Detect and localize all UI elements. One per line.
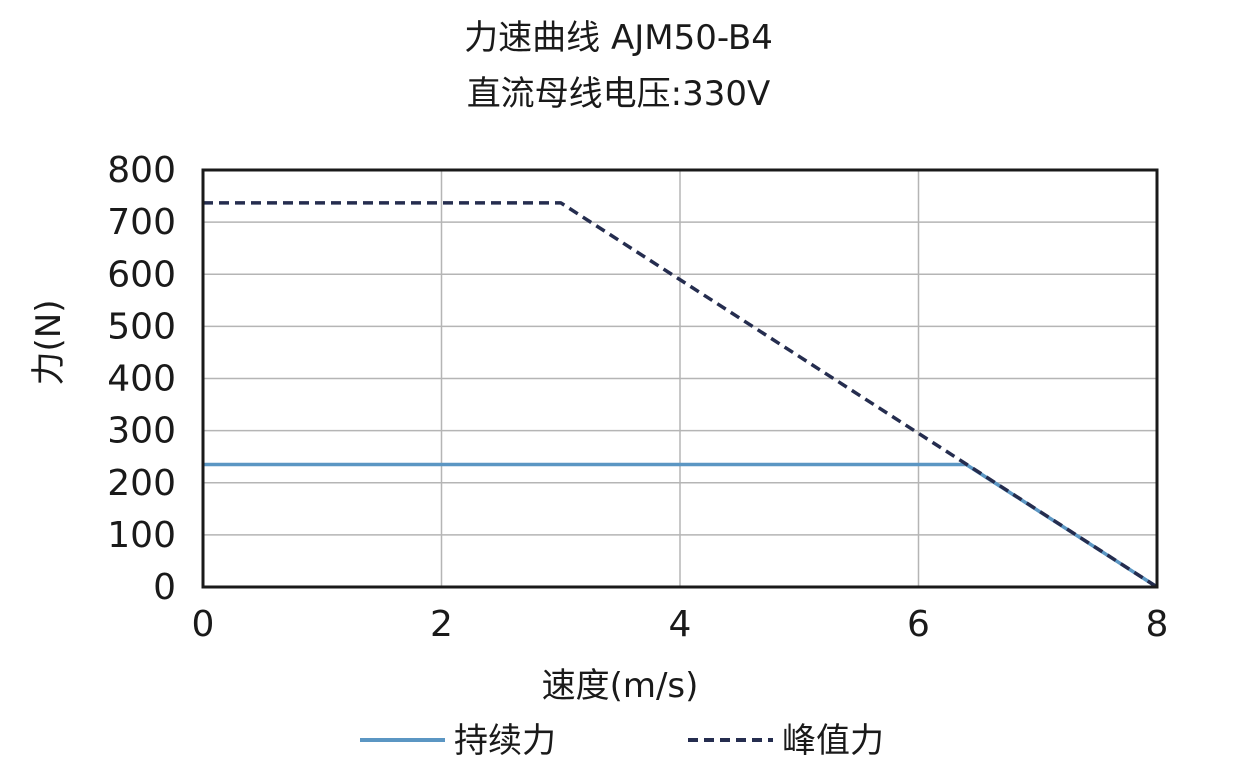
y-tick-label: 700 <box>107 202 176 243</box>
x-tick-label: 6 <box>907 604 930 645</box>
y-tick-label: 100 <box>107 515 176 556</box>
y-tick-label: 0 <box>153 567 176 608</box>
series-line-2 <box>203 201 1158 589</box>
y-tick-label: 400 <box>107 359 176 400</box>
legend-label-1: 持续力 <box>454 721 556 761</box>
y-tick-label: 300 <box>107 411 176 452</box>
x-tick-label: 0 <box>192 604 215 645</box>
chart-title: 力速曲线 AJM50-B4 <box>464 18 773 58</box>
x-tick-label: 4 <box>669 604 692 645</box>
legend-label-2: 峰值力 <box>782 721 884 761</box>
y-tick-label: 200 <box>107 463 176 504</box>
x-tick-label: 8 <box>1146 604 1169 645</box>
x-tick-label: 2 <box>430 604 453 645</box>
y-tick-label: 800 <box>107 150 176 191</box>
y-axis-title: 力(N) <box>29 300 69 386</box>
chart-subtitle: 直流母线电压:330V <box>466 74 771 114</box>
x-axis-title: 速度(m/s) <box>542 666 699 706</box>
y-tick-label: 600 <box>107 254 176 295</box>
y-tick-label: 500 <box>107 306 176 347</box>
plot-frame <box>201 168 1159 589</box>
